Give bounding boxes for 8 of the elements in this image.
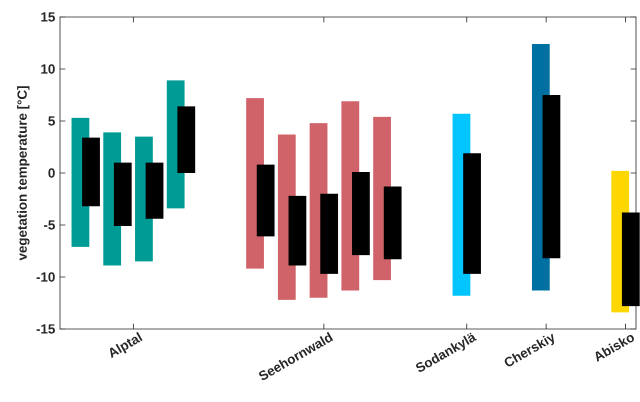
y-tick-label: 0 [48, 168, 55, 178]
y-tick-label: -15 [36, 324, 55, 334]
y-axis-title: vegetation temperature [°C] [17, 86, 30, 260]
y-tick-label: 5 [48, 116, 55, 126]
y-tick-label: -5 [44, 220, 55, 230]
y-tick-label: -10 [36, 272, 55, 282]
y-tick-label: 15 [41, 12, 55, 22]
y-tick-label: 10 [41, 64, 55, 74]
